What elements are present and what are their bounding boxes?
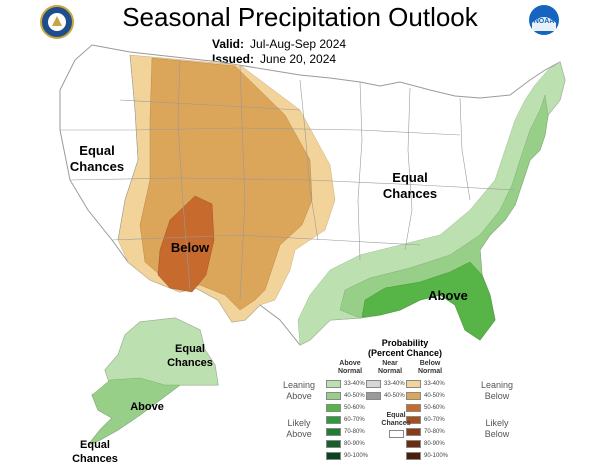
legend-below-label-0: 33-40% <box>424 381 445 387</box>
legend-above-label-5: 80-90% <box>344 441 365 447</box>
label-alaska-equal-chances-south: Equal Chances <box>72 439 118 465</box>
legend-above-label-4: 70-80% <box>344 429 365 435</box>
legend-equal-chances: Equal Chances <box>381 412 411 427</box>
legend-col-near: Near Normal <box>377 360 403 375</box>
legend-below-swatch-2 <box>406 404 421 412</box>
legend-near-swatch-1 <box>366 392 381 400</box>
label-above: Above <box>428 288 468 303</box>
legend-near-label-0: 33-40% <box>384 381 405 387</box>
label-alaska-above: Above <box>130 401 164 413</box>
legend-below-swatch-1 <box>406 392 421 400</box>
legend-below-label-2: 50-60% <box>424 405 445 411</box>
legend-below-swatch-4 <box>406 428 421 436</box>
svg-text:NOAA: NOAA <box>534 18 555 25</box>
legend-below-label-5: 80-90% <box>424 441 445 447</box>
page-title: Seasonal Precipitation Outlook <box>122 2 478 32</box>
legend-likely-above: Likely Above <box>286 418 312 439</box>
legend-above-label-3: 60-70% <box>344 417 365 423</box>
noaa-logo-icon: NOAA <box>529 5 559 35</box>
legend-above-swatch-6 <box>326 452 341 460</box>
legend-below-label-4: 70-80% <box>424 429 445 435</box>
legend-below-label-3: 60-70% <box>424 417 445 423</box>
legend-below-label-6: 90-100% <box>424 453 449 459</box>
label-below: Below <box>170 240 210 255</box>
legend-below-swatch-6 <box>406 452 421 460</box>
legend-leaning-below: Leaning Below <box>480 380 514 401</box>
legend-above-swatch-5 <box>326 440 341 448</box>
legend-near-swatch-0 <box>366 380 381 388</box>
legend-col-above: Above Normal <box>337 360 363 375</box>
legend-above-label-0: 33-40% <box>344 381 365 387</box>
legend-above-label-6: 90-100% <box>344 453 369 459</box>
valid-line: Valid: Jul-Aug-Sep 2024 <box>212 37 346 51</box>
alaska-above-40 <box>87 377 181 446</box>
above-50-region <box>361 261 496 341</box>
legend-leaning-above: Leaning Above <box>282 380 316 401</box>
state-borders <box>60 54 516 301</box>
legend-col-below: Below Normal <box>417 360 443 375</box>
legend-equal-chances-swatch <box>389 430 404 438</box>
label-alaska-equal-chances: Equal Chances <box>167 343 213 369</box>
legend-below-swatch-0 <box>406 380 421 388</box>
legend-above-swatch-2 <box>326 404 341 412</box>
legend-above-swatch-3 <box>326 416 341 424</box>
below-50-region <box>157 195 215 293</box>
legend-above-swatch-4 <box>326 428 341 436</box>
label-east-equal-chances: Equal Chances <box>382 170 438 201</box>
legend-below-swatch-3 <box>406 416 421 424</box>
legend-title: Probability (Percent Chance) <box>367 338 443 358</box>
legend-below-swatch-5 <box>406 440 421 448</box>
legend-below-label-1: 40-50% <box>424 393 445 399</box>
legend-above-swatch-0 <box>326 380 341 388</box>
legend-above-label-2: 50-60% <box>344 405 365 411</box>
doc-seal-icon <box>40 5 74 39</box>
label-west-equal-chances: Equal Chances <box>69 143 125 174</box>
valid-label: Valid: <box>212 37 245 51</box>
legend-above-label-1: 40-50% <box>344 393 365 399</box>
legend-likely-below: Likely Below <box>484 418 510 439</box>
issued-value: June 20, 2024 <box>260 52 337 66</box>
valid-value: Jul-Aug-Sep 2024 <box>250 37 347 51</box>
legend-near-label-1: 40-50% <box>384 393 405 399</box>
legend-above-swatch-1 <box>326 392 341 400</box>
